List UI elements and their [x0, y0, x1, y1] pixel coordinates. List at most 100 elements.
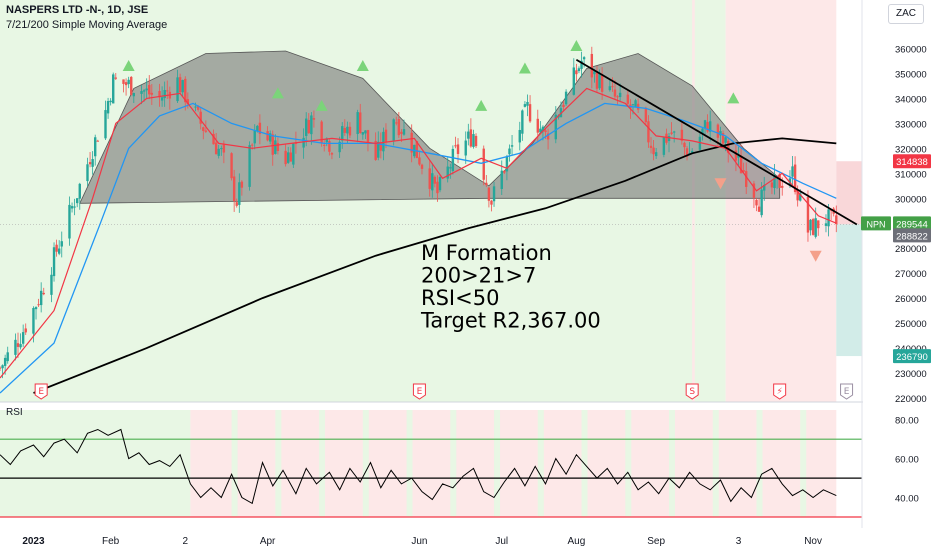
rsi-region-bull [0, 410, 191, 517]
candle [464, 140, 467, 156]
candle [160, 97, 164, 101]
price-tick-label: 220000 [895, 394, 927, 405]
candle [86, 164, 89, 182]
candle [755, 199, 758, 206]
candle [124, 82, 128, 86]
candle [39, 290, 43, 306]
candle [52, 247, 56, 277]
rsi-region-bull [756, 410, 763, 517]
candle [238, 182, 241, 205]
candle [817, 220, 820, 229]
rsi-region-bull [712, 410, 719, 517]
symbol-tag[interactable] [861, 216, 891, 231]
target-price-tag[interactable] [893, 349, 931, 364]
region-bear [725, 0, 837, 402]
candle [148, 85, 151, 95]
candle [268, 133, 272, 142]
candle [400, 131, 403, 134]
candle [24, 328, 27, 333]
candle [158, 91, 161, 98]
event-marker[interactable] [412, 383, 426, 400]
candle [181, 80, 184, 93]
candle [600, 74, 604, 92]
candle [382, 131, 385, 152]
candle [132, 92, 136, 97]
candle [474, 135, 478, 147]
price-tick-label: 310000 [895, 169, 927, 180]
candle [341, 126, 344, 141]
candle [526, 101, 529, 106]
candle [96, 140, 99, 142]
candle [109, 100, 112, 103]
event-marker[interactable] [773, 383, 787, 400]
rsi-pane[interactable] [0, 410, 862, 518]
rsi-region-bull [450, 410, 457, 517]
last-price-tag[interactable] [893, 216, 931, 231]
sma-price-tag[interactable] [893, 228, 931, 243]
candle [60, 241, 63, 247]
price-tick-label: 300000 [895, 194, 927, 205]
candle [21, 332, 25, 344]
signal-up-icon [356, 59, 369, 71]
candle [827, 209, 830, 227]
event-marker-label: S [689, 387, 695, 397]
candle [685, 148, 689, 157]
candle [258, 122, 262, 134]
price-tick-label: 360000 [895, 44, 927, 55]
candle [467, 131, 470, 139]
candle [364, 130, 367, 134]
candle [240, 181, 244, 188]
event-marker[interactable] [34, 383, 48, 400]
candle [562, 104, 565, 108]
candle [564, 91, 568, 105]
event-marker[interactable] [685, 383, 699, 400]
candle [799, 193, 802, 201]
candle [186, 99, 190, 105]
candle [202, 127, 205, 131]
candle [3, 357, 7, 366]
candle [510, 145, 514, 147]
candle [433, 176, 437, 184]
candle [541, 126, 545, 132]
event-marker[interactable] [840, 383, 854, 400]
candle [6, 352, 9, 362]
event-marker-label: E [844, 387, 850, 397]
candle [106, 101, 110, 114]
candle [742, 170, 745, 172]
rsi-region-bull [319, 410, 326, 517]
candle [42, 292, 45, 295]
candle [286, 152, 290, 163]
symbol-tag-label: NPN [866, 219, 885, 229]
candle [793, 164, 797, 193]
candle [130, 76, 133, 95]
signal-up-icon [122, 59, 135, 71]
sma200-line [33, 137, 837, 394]
candle [796, 191, 799, 201]
stop-price-tag[interactable] [893, 154, 931, 169]
candle [724, 137, 727, 143]
candle [271, 134, 274, 155]
price-tick-label: 280000 [895, 244, 927, 255]
rsi-line [0, 428, 837, 505]
candle [302, 137, 305, 148]
candle [436, 181, 439, 194]
x-tick-label: 2 [182, 536, 188, 547]
candle [554, 114, 557, 140]
currency-button[interactable]: ZAC [888, 4, 924, 24]
candle [763, 185, 766, 191]
candle [647, 121, 650, 143]
candle [418, 157, 421, 165]
candle [546, 133, 550, 140]
candle [199, 111, 202, 124]
candle [667, 136, 671, 142]
candle [19, 344, 22, 348]
candle [773, 174, 776, 189]
rsi-region-bull [800, 410, 807, 517]
candle [248, 145, 251, 187]
candle [706, 122, 709, 132]
candle [402, 129, 406, 135]
trendline[interactable] [575, 58, 858, 226]
candle [220, 148, 223, 150]
